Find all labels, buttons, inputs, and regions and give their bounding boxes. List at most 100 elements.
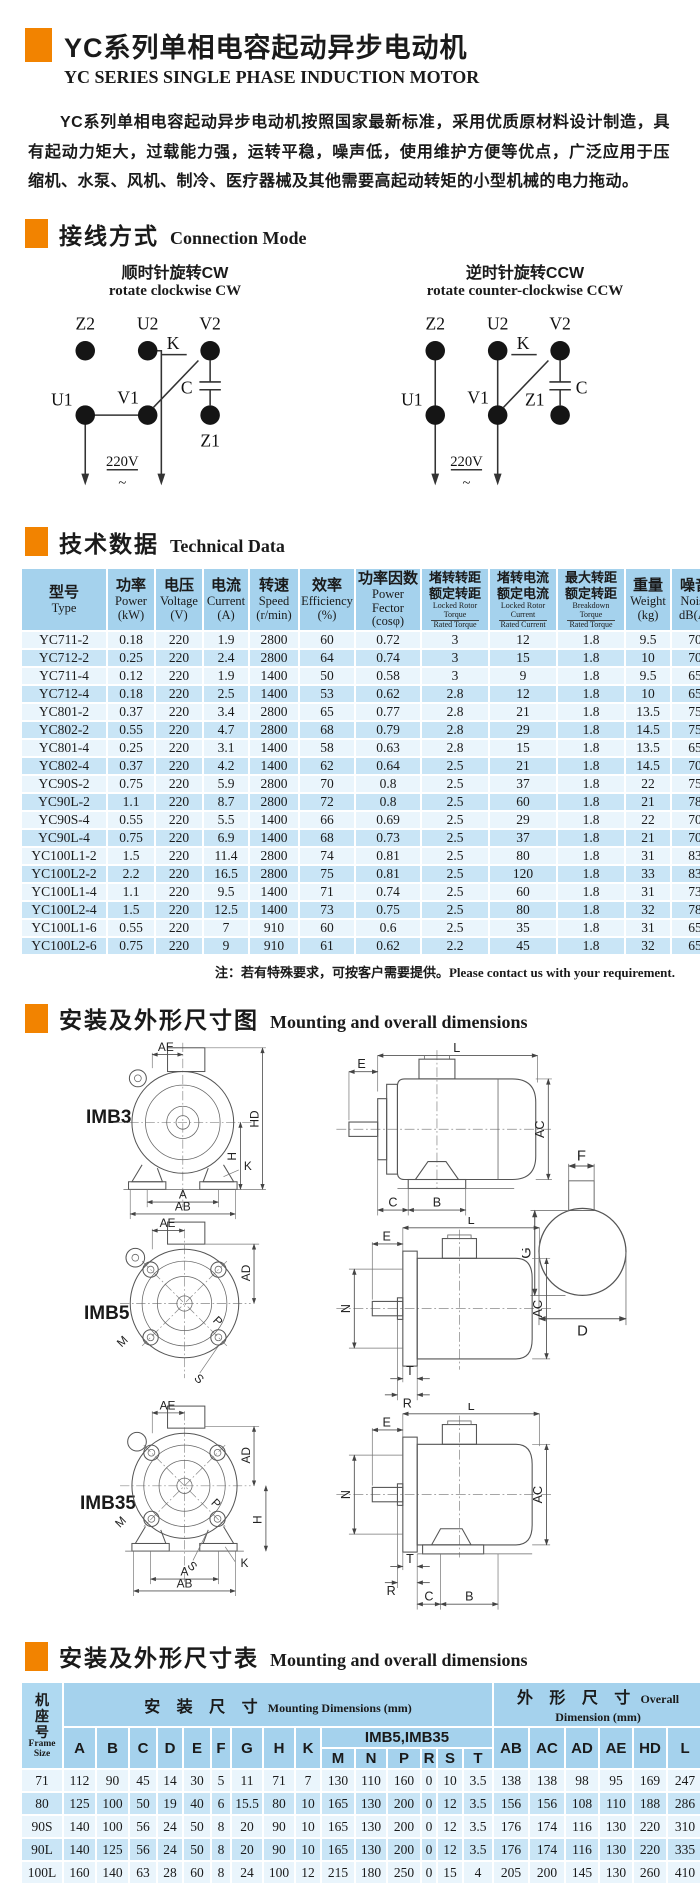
dim-label-h: H [225, 1152, 239, 1161]
dim-label-l: L [468, 1217, 475, 1227]
ccw-column: 逆时针旋转CCW rotate counter-clockwise CCW Z2… [350, 259, 700, 505]
table-cell: 8 [212, 1816, 230, 1838]
terminal-label: Z1 [200, 430, 220, 450]
table-cell: 2.8 [422, 722, 488, 739]
dim-label-ad: AD [239, 1447, 253, 1463]
dim-label-e: E [382, 1416, 390, 1430]
section-mounting-fig-header: 安装及外形尺寸图 Mounting and overall dimensions [25, 1001, 700, 1035]
table-cell: 14 [158, 1770, 182, 1792]
table-row: 90L 140 125 56 24 50 8 20 90 10 165 130 200 0 12 3.5 176… [22, 1839, 700, 1861]
dim-label-b: B [433, 1196, 441, 1210]
table-cell: 220 [156, 758, 202, 775]
dim-label-hd: HD [247, 1111, 261, 1128]
table-cell: 70 [672, 650, 700, 667]
table-cell: 4 [464, 1862, 492, 1884]
table-cell: 1400 [250, 668, 298, 685]
col-header-d: D [158, 1728, 182, 1769]
dim-label-d: D [577, 1324, 588, 1340]
table-cell: 8.7 [204, 794, 248, 811]
table-cell: 65 [672, 740, 700, 757]
table-cell: 2.5 [422, 758, 488, 775]
table-cell: 50 [130, 1793, 156, 1815]
table-cell: 200 [530, 1862, 564, 1884]
table-cell: 72 [300, 794, 354, 811]
table-cell: 200 [388, 1793, 420, 1815]
table-cell: 65 [672, 920, 700, 937]
table-cell: 62 [300, 758, 354, 775]
table-cell: 138 [530, 1770, 564, 1792]
table-cell: 2800 [250, 632, 298, 649]
row-header-cell: YC100L1-2 [22, 848, 106, 865]
table-cell: 0 [422, 1816, 436, 1838]
page-title-zh: YC系列单相电容起动异步电动机 [64, 33, 468, 63]
cw-title-en: rotate clockwise CW [108, 282, 242, 299]
table-cell: 75 [300, 866, 354, 883]
dim-label-ac: AC [531, 1300, 545, 1317]
table-cell: 220 [156, 920, 202, 937]
orange-square-icon [25, 1641, 48, 1671]
table-row: 71 112 90 45 14 30 5 11 71 7 130 110 160 0 10 3.5 138 138… [22, 1770, 700, 1792]
col-header-current: 电流 Current (A) [204, 568, 248, 631]
imb3-front-view: AE HD H K A AB [113, 1041, 266, 1220]
table-cell: 160 [388, 1770, 420, 1792]
section-connection-zh: 接线方式 [59, 222, 159, 249]
table-cell: 8 [212, 1862, 230, 1884]
table-cell: 1.1 [108, 794, 154, 811]
table-row: YC711-2 0.18 220 1.9 2800 60 0.72 3 12 1.8 9.5 70 [22, 632, 700, 649]
dim-label-e: E [382, 1230, 390, 1244]
col-header-breakdown-torque: 最大转距 额定转距 Breakdown Torque Rated Torque [558, 568, 624, 631]
table-cell: 56 [130, 1816, 156, 1838]
orange-square-icon [25, 28, 52, 62]
terminal-label: U2 [487, 313, 508, 333]
table-cell: 80 [264, 1793, 294, 1815]
table-cell: 64 [300, 650, 354, 667]
table-cell: 0.6 [356, 920, 420, 937]
table-row: YC802-4 0.37 220 4.2 1400 62 0.64 2.5 21 1.8 14.5 7… [22, 758, 700, 775]
col-header-a: A [64, 1728, 95, 1769]
table-cell: 1.8 [558, 830, 624, 847]
table-cell: 32 [626, 902, 670, 919]
table-cell: 130 [356, 1816, 386, 1838]
table-cell: 2800 [250, 650, 298, 667]
table-row: YC712-4 0.18 220 2.5 1400 53 0.62 2.8 12 1.8 10 65 [22, 686, 700, 703]
row-header-cell: YC100L1-6 [22, 920, 106, 937]
table-cell: 165 [322, 1816, 354, 1838]
row-header-cell: YC90L-4 [22, 830, 106, 847]
table-cell: 68 [300, 722, 354, 739]
dim-header-row-2: A B C D E F G H K IMB5,IMB35 AB AC AD AE… [22, 1728, 700, 1769]
table-cell: 220 [634, 1839, 666, 1861]
table-cell: 130 [600, 1862, 632, 1884]
col-header-type: 型号 Type [22, 568, 106, 631]
col-header-t: T [464, 1749, 492, 1769]
ac-tilde: ~ [118, 475, 126, 491]
table-cell: 110 [356, 1770, 386, 1792]
col-header-speed: 转速 Speed (r/min) [250, 568, 298, 631]
table-row: YC100L2-6 0.75 220 9 910 61 0.62 2.2 45 1.8 32 65 [22, 938, 700, 955]
capacitor-label: C [181, 377, 193, 397]
terminal-label: V2 [549, 313, 570, 333]
table-cell: 260 [634, 1862, 666, 1884]
table-cell: 16.5 [204, 866, 248, 883]
table-cell: 70 [672, 758, 700, 775]
table-cell: 0.64 [356, 758, 420, 775]
table-row: YC100L2-2 2.2 220 16.5 2800 75 0.81 2.5 120 1.8 33… [22, 866, 700, 883]
table-cell: 9.5 [204, 884, 248, 901]
dim-label-p: P [210, 1314, 226, 1330]
table-cell: 12 [296, 1862, 320, 1884]
note-en: Please contact us with your requirement. [448, 965, 675, 981]
table-cell: 215 [322, 1862, 354, 1884]
table-cell: 130 [356, 1793, 386, 1815]
dimension-table-wrap: 机座号 Frame Size 安 装 尺 寸 Mounting Dimensio… [20, 1681, 700, 1885]
col-header-m: M [322, 1749, 354, 1769]
table-cell: 0.55 [108, 722, 154, 739]
table-cell: 140 [97, 1862, 128, 1884]
table-cell: 74 [300, 848, 354, 865]
table-cell: 0.62 [356, 686, 420, 703]
table-cell: 200 [388, 1839, 420, 1861]
row-header-cell: YC90L-2 [22, 794, 106, 811]
table-cell: 73 [672, 884, 700, 901]
model-label-imb35: IMB35 [80, 1493, 136, 1515]
table-cell: 220 [634, 1816, 666, 1838]
table-cell: 60 [300, 920, 354, 937]
table-cell: 220 [156, 794, 202, 811]
